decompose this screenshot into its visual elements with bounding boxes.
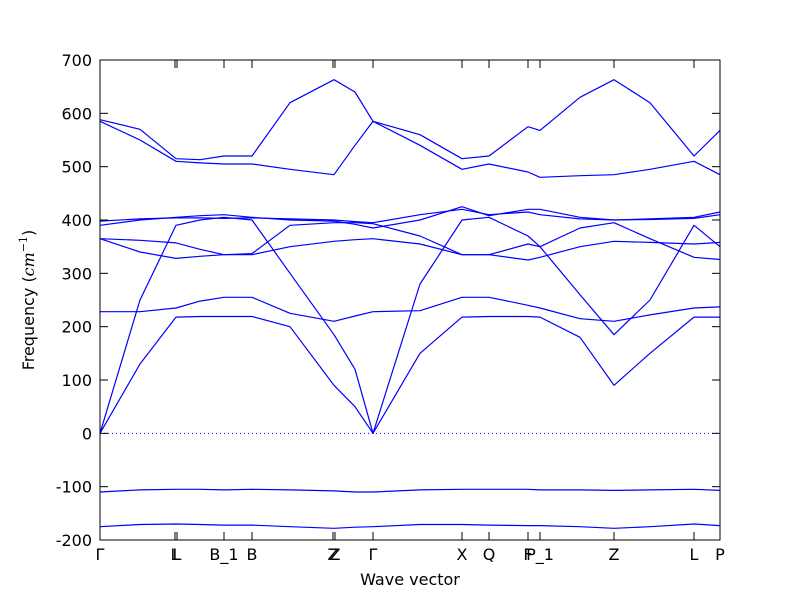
x-tick-label: Z <box>609 545 620 564</box>
band-line <box>99 523 721 529</box>
x-tick-label: Z <box>328 545 339 564</box>
x-tick-label: Z <box>330 545 341 564</box>
x-tick-label: L <box>171 545 180 564</box>
y-tick-label: 100 <box>61 371 92 390</box>
x-tick-label: L <box>690 545 699 564</box>
y-tick-label: 300 <box>61 264 92 283</box>
y-label-text: ) <box>19 230 38 236</box>
x-tick-label: X <box>457 545 468 564</box>
y-tick-label: -200 <box>56 531 92 550</box>
x-tick-label: B <box>247 545 258 564</box>
band-line <box>99 488 721 493</box>
band-line <box>99 208 721 224</box>
y-tick-label: 500 <box>61 158 92 177</box>
plot-frame <box>99 59 721 541</box>
y-label-exponent: −1 <box>17 236 30 252</box>
y-tick-label: 600 <box>61 104 92 123</box>
x-tick-label: P_1 <box>526 545 554 565</box>
band-line <box>99 222 721 261</box>
x-tick-label: Γ <box>96 545 105 564</box>
band-line <box>99 79 721 161</box>
y-tick-label: 200 <box>61 318 92 337</box>
band-line <box>99 238 721 261</box>
x-tick-label: P <box>715 545 725 564</box>
x-axis-label: Wave vector <box>360 570 460 589</box>
y-axis-label: Frequency (cm−1) <box>17 230 38 371</box>
band-line <box>99 120 721 178</box>
x-tick-label: B_1 <box>209 545 238 565</box>
x-tick-label: Γ <box>369 545 378 564</box>
y-tick-label: 0 <box>82 424 92 443</box>
x-tick-label: L <box>173 545 182 564</box>
x-tick-label: F <box>523 545 532 564</box>
y-tick-label: 400 <box>61 211 92 230</box>
x-tick-label: Q <box>483 545 496 564</box>
band-line <box>99 216 721 434</box>
y-label-text: Frequency ( <box>19 276 38 370</box>
band-line <box>99 315 720 434</box>
band-line <box>100 296 721 322</box>
y-tick-label: 700 <box>61 51 92 70</box>
y-tick-label: -100 <box>56 478 92 497</box>
y-label-unit: cm <box>19 252 38 276</box>
